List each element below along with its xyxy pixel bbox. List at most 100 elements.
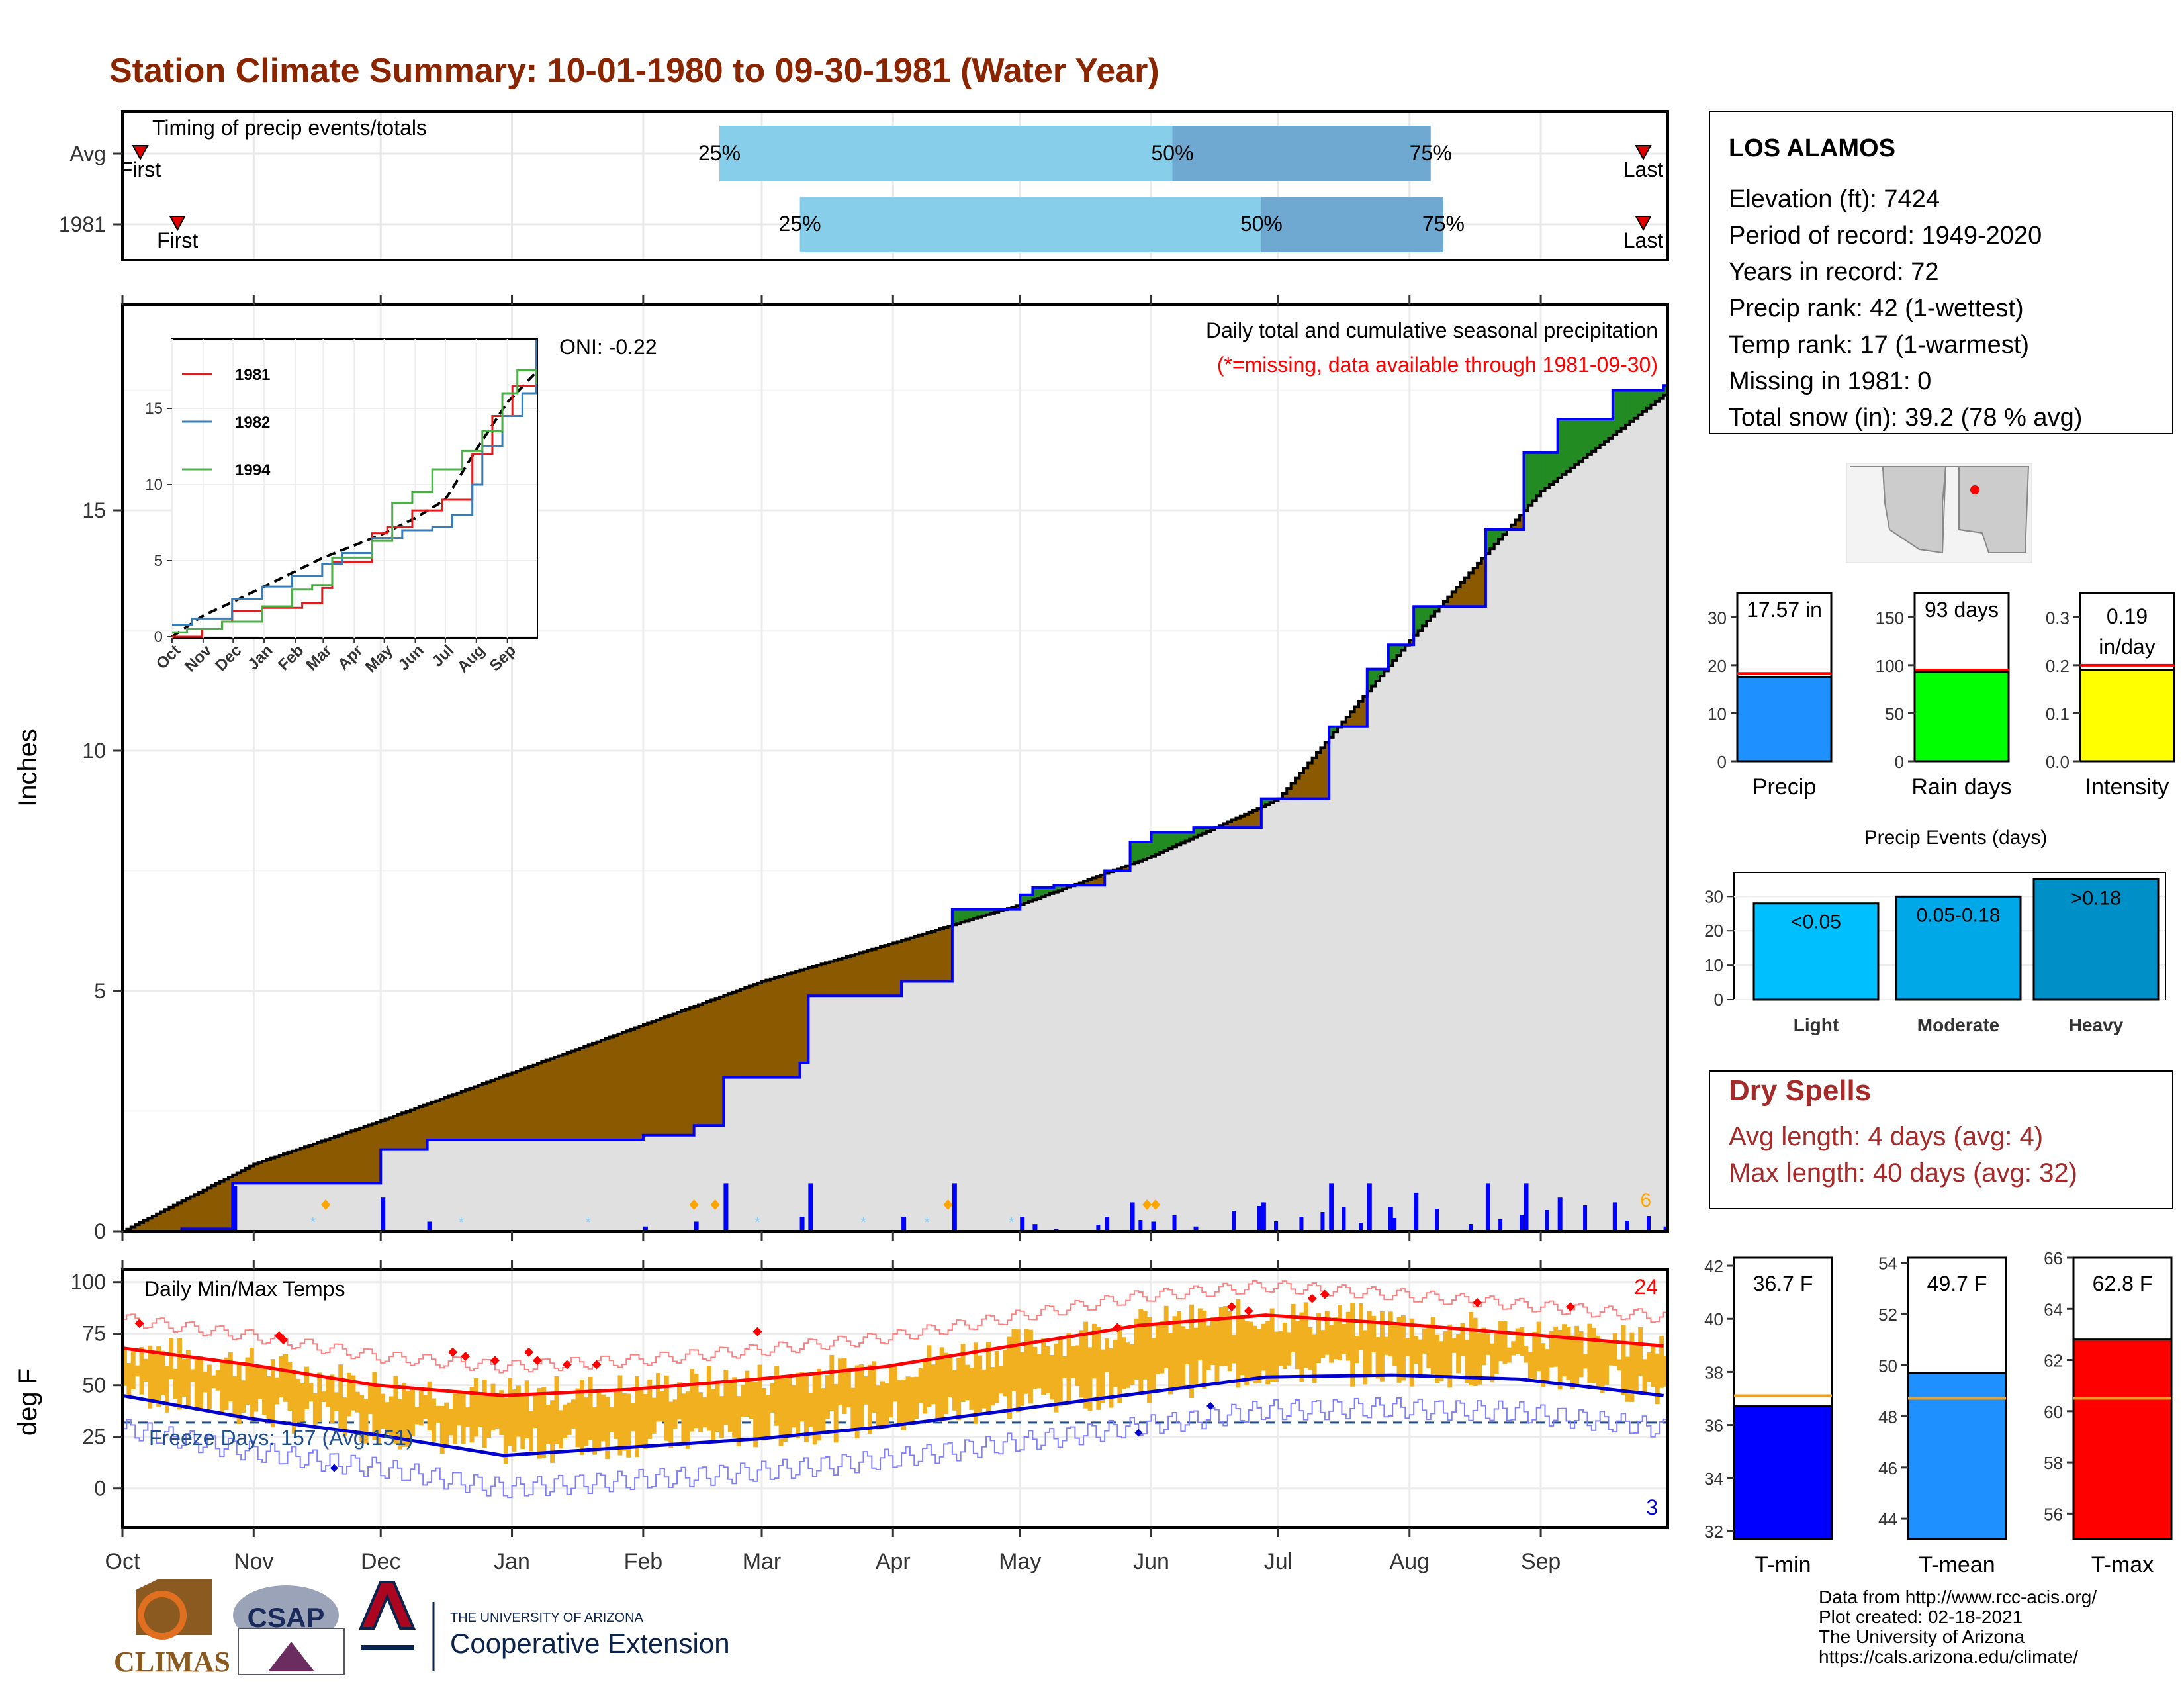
daily-temp-bar: [719, 1396, 724, 1438]
daily-precip-bar: [1261, 1202, 1266, 1231]
deficit-area: [164, 1209, 169, 1231]
daily-temp-bar: [1642, 1359, 1647, 1393]
location-map: [1846, 463, 2032, 563]
deficit-area: [690, 1008, 695, 1135]
daily-temp-bar: [1651, 1343, 1656, 1387]
daily-temp-bar: [986, 1342, 991, 1413]
surplus-area: [1020, 894, 1025, 905]
daily-temp-bar: [1320, 1330, 1326, 1358]
daily-temp-bar: [1117, 1325, 1122, 1403]
daily-temp-bar: [1091, 1323, 1097, 1379]
daily-temp-bar: [1206, 1325, 1211, 1370]
daily-temp-bar: [1105, 1338, 1110, 1372]
timing-p25-label: 25%: [698, 141, 741, 165]
surplus-area: [1587, 419, 1592, 455]
daily-temp-bar: [1299, 1312, 1304, 1383]
surplus-area: [978, 909, 983, 917]
record-high-marker: [1320, 1289, 1330, 1299]
deficit-area: [410, 1109, 416, 1150]
precip-tick-label: 15: [82, 498, 106, 522]
daily-temp-bar: [791, 1385, 796, 1428]
deficit-area: [533, 1064, 538, 1141]
daily-temp-bar: [1338, 1304, 1342, 1360]
deficit-area: [529, 1066, 534, 1141]
daily-temp-bar: [867, 1364, 872, 1434]
deficit-area: [473, 1086, 478, 1141]
timing-p75-label: 75%: [1422, 212, 1465, 236]
daily-temp-bar: [253, 1368, 259, 1412]
credit-line-2: Plot created: 02-18-2021: [1819, 1607, 2023, 1627]
deficit-area: [1240, 816, 1245, 828]
daily-temp-bar: [935, 1360, 940, 1422]
deficit-area: [432, 1102, 436, 1141]
surplus-area: [1617, 390, 1622, 432]
daily-temp-bar: [656, 1373, 660, 1422]
deficit-area: [884, 945, 889, 996]
last-label: Last: [1623, 158, 1664, 181]
deficit-area: [799, 970, 805, 1063]
timing-p50-label: 50%: [1151, 141, 1193, 165]
daily-temp-bar: [723, 1370, 729, 1425]
daily-temp-bar: [909, 1377, 915, 1423]
event-bar: [2032, 878, 2160, 1001]
deficit-area: [706, 1001, 711, 1126]
snow-marker: [321, 1199, 331, 1210]
inset-tick-label: 10: [145, 476, 163, 494]
deficit-area: [393, 1115, 398, 1150]
daily-temp-bar: [1257, 1329, 1262, 1383]
surplus-area: [1430, 606, 1435, 616]
tmin-count: 3: [1646, 1495, 1658, 1519]
daily-temp-bar: [1350, 1303, 1355, 1387]
deficit-area: [397, 1114, 402, 1150]
precip-caption: Daily total and cumulative seasonal prec…: [1206, 318, 1658, 342]
timing-bar-late: [1172, 126, 1431, 181]
daily-temp-bar: [283, 1354, 288, 1402]
deficit-area: [897, 941, 902, 996]
deficit-area: [381, 1121, 386, 1150]
surplus-area: [1050, 887, 1054, 894]
daily-precip-bar: [1130, 1202, 1135, 1231]
deficit-area: [406, 1111, 411, 1150]
snow-marker: [710, 1199, 720, 1210]
daily-temp-bar: [381, 1393, 386, 1429]
surplus-area: [1036, 887, 1042, 898]
deficit-area: [905, 939, 911, 982]
deficit-area: [1236, 818, 1241, 828]
deficit-area: [948, 926, 953, 982]
daily-temp-bar: [888, 1366, 893, 1418]
deficit-area: [524, 1068, 529, 1141]
station-info-line: Missing in 1981: 0: [1729, 367, 1931, 395]
surplus-area: [1189, 832, 1195, 839]
summary-tick-label: 0.1: [2046, 704, 2070, 724]
deficit-area: [774, 977, 780, 1078]
daily-temp-bar: [833, 1383, 839, 1443]
surplus-area: [1638, 390, 1643, 415]
daily-temp-bar: [1210, 1317, 1215, 1366]
surplus-area: [1494, 530, 1499, 544]
deficit-area: [923, 933, 928, 982]
precip-ylabel: Inches: [13, 729, 42, 807]
deficit-area: [139, 1222, 144, 1231]
daily-temp-bar: [1240, 1318, 1245, 1376]
deficit-area: [1515, 520, 1520, 530]
daily-temp-bar: [181, 1358, 187, 1397]
deficit-area: [423, 1105, 428, 1150]
daily-temp-bar: [1015, 1329, 1021, 1413]
daily-temp-bar: [122, 1348, 127, 1386]
daily-temp-bar: [782, 1378, 788, 1442]
daily-temp-bar: [1121, 1337, 1126, 1389]
daily-precip-bar: [694, 1221, 699, 1231]
daily-temp-bar: [444, 1402, 449, 1446]
ua-logo-big: Cooperative Extension: [450, 1628, 730, 1659]
record-high-marker: [461, 1352, 471, 1362]
deficit-area: [486, 1082, 492, 1141]
deficit-area: [1303, 768, 1308, 799]
daily-temp-bar: [727, 1380, 733, 1432]
daily-temp-bar: [1261, 1323, 1266, 1371]
daily-temp-bar: [825, 1375, 830, 1419]
deficit-area: [478, 1085, 483, 1141]
deficit-area: [220, 1181, 225, 1229]
daily-precip-bar: [1612, 1202, 1617, 1231]
deficit-area: [537, 1063, 542, 1141]
